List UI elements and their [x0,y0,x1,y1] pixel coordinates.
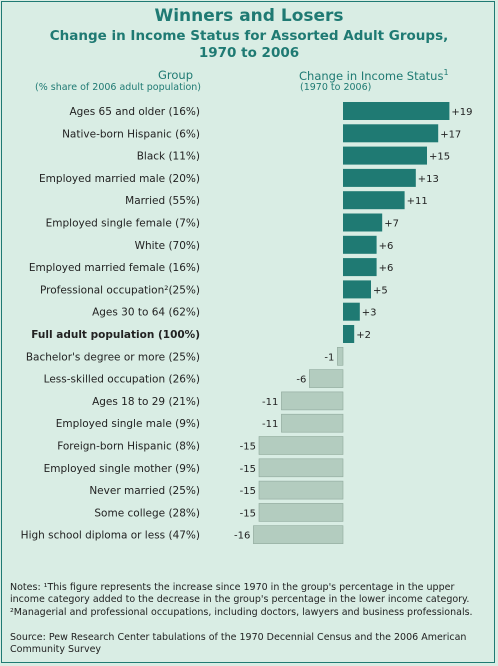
change-header-text: Change in Income Status [299,68,444,83]
bar [343,168,416,187]
category-label: Full adult population (100%) [31,329,200,341]
value-label: -15 [240,464,256,475]
value-label: +17 [440,129,461,140]
category-label: Professional occupation²(25%) [40,284,200,296]
value-label: -15 [240,442,256,453]
bar [343,258,377,277]
category-label: White (70%) [135,240,200,252]
category-label: Employed single female (7%) [46,218,200,230]
category-label: Never married (25%) [89,485,200,497]
category-label: Ages 65 and older (16%) [69,106,200,118]
bar [343,124,439,143]
value-label: -11 [262,397,278,408]
value-label: +11 [407,196,428,207]
bar [343,146,427,165]
source-line-1: Source: Pew Research Center tabulations … [10,632,467,643]
category-label: High school diploma or less (47%) [21,530,200,542]
bar [258,480,344,500]
source: Source: Pew Research Center tabulations … [10,632,490,657]
value-label: +13 [418,174,439,185]
change-header: Change in Income Status1 [299,68,449,83]
value-label: +6 [379,263,394,274]
bar [343,280,371,299]
value-label: +7 [384,219,399,230]
bar [281,391,344,411]
category-label: Employed single mother (9%) [44,463,200,475]
change-header-footnote: 1 [443,68,449,77]
category-label: Bachelor's degree or more (25%) [26,351,200,363]
category-label: Married (55%) [125,195,200,207]
bar [343,213,383,232]
bar [343,325,355,343]
category-label: Employed married male (20%) [39,173,200,185]
category-label: Native-born Hispanic (6%) [62,128,200,140]
chart-title: Winners and Losers [154,6,344,26]
value-label: +3 [362,308,377,319]
value-label: -16 [234,531,250,542]
chart-subtitle-line2: 1970 to 2006 [198,45,300,61]
bar [343,102,450,120]
category-label: Ages 30 to 64 (62%) [92,307,200,319]
category-label: Employed married female (16%) [29,262,200,274]
category-label: Ages 18 to 29 (21%) [92,396,200,408]
value-label: +15 [429,152,450,163]
value-label: -6 [296,375,306,386]
value-label: -15 [240,508,256,519]
chart-subtitle-line1: Change in Income Status for Assorted Adu… [49,28,449,44]
category-label: Foreign-born Hispanic (8%) [57,441,200,453]
value-label: -15 [240,486,256,497]
value-label: +5 [373,285,388,296]
category-label: Less-skilled occupation (26%) [44,374,200,386]
bar [309,369,344,388]
group-header: Group [158,68,194,82]
bar [253,525,344,545]
source-line-2: Community Survey [10,644,102,656]
notes: Notes: ¹This figure represents the incre… [10,582,490,619]
notes-line-3: ²Managerial and professional occupations… [10,606,473,618]
bar [281,413,344,433]
category-label: Employed single male (9%) [56,418,200,430]
category-label: Some college (28%) [94,507,200,519]
bar [258,436,344,455]
bar [343,302,360,321]
category-label: Black (11%) [137,151,200,163]
group-subheader: (% share of 2006 adult population) [35,82,201,93]
value-label: +2 [356,330,371,341]
bar [343,191,405,210]
bar [258,458,344,478]
bar [343,235,377,254]
value-label: +6 [379,241,394,252]
bar [337,346,344,366]
change-subheader: (1970 to 2006) [300,82,372,93]
value-label: -11 [262,419,278,430]
bar [258,503,344,522]
value-label: -1 [324,352,334,363]
notes-line-2: income category added to the decrease in… [10,594,470,606]
value-label: +19 [451,107,472,118]
notes-line-1: Notes: ¹This figure represents the incre… [10,582,455,593]
